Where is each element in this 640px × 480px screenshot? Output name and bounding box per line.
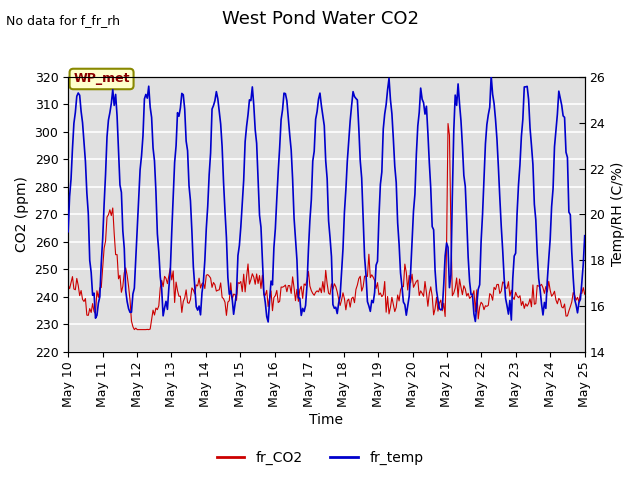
Text: West Pond Water CO2: West Pond Water CO2 [221, 10, 419, 28]
Y-axis label: Temp/RH (C/%): Temp/RH (C/%) [611, 162, 625, 266]
Text: No data for f_fr_rh: No data for f_fr_rh [6, 14, 120, 27]
X-axis label: Time: Time [309, 413, 344, 427]
Legend: fr_CO2, fr_temp: fr_CO2, fr_temp [211, 445, 429, 471]
Y-axis label: CO2 (ppm): CO2 (ppm) [15, 176, 29, 252]
Text: WP_met: WP_met [74, 72, 130, 85]
